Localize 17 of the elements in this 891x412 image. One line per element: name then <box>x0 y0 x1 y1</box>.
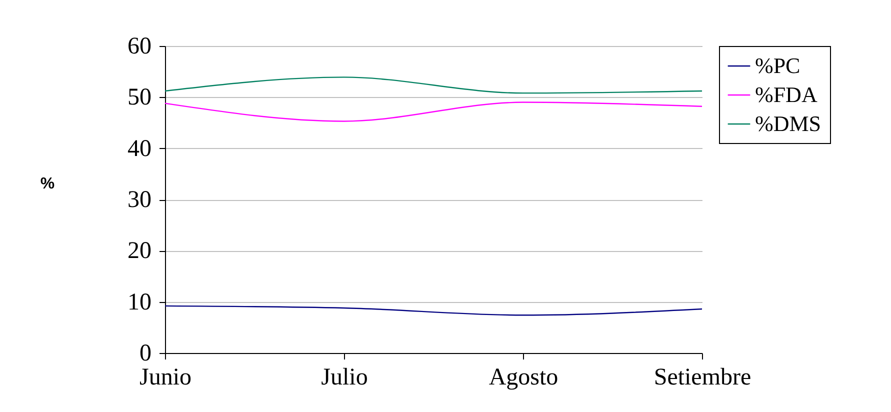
line-series <box>164 305 703 316</box>
y-tick-label: 40 <box>128 136 152 162</box>
y-tick-label: 20 <box>128 238 152 264</box>
legend-label: %PC <box>755 53 800 78</box>
y-tick-label: 10 <box>128 289 152 316</box>
y-tick-label: 0 <box>140 340 152 366</box>
x-tick-label: Junio <box>139 364 192 390</box>
x-tick-label: Julio <box>321 364 368 390</box>
legend-label: %FDA <box>755 82 818 107</box>
y-tick-label: 30 <box>128 187 152 213</box>
x-tick-label: Setiembre <box>654 364 752 390</box>
y-tick-label: 60 <box>128 34 152 60</box>
y-tick-label: 50 <box>128 84 152 111</box>
line-series <box>164 102 703 122</box>
x-tick-label: Agosto <box>488 364 558 390</box>
legend-label: %DMS <box>755 111 822 136</box>
y-axis-title: % <box>40 176 55 192</box>
